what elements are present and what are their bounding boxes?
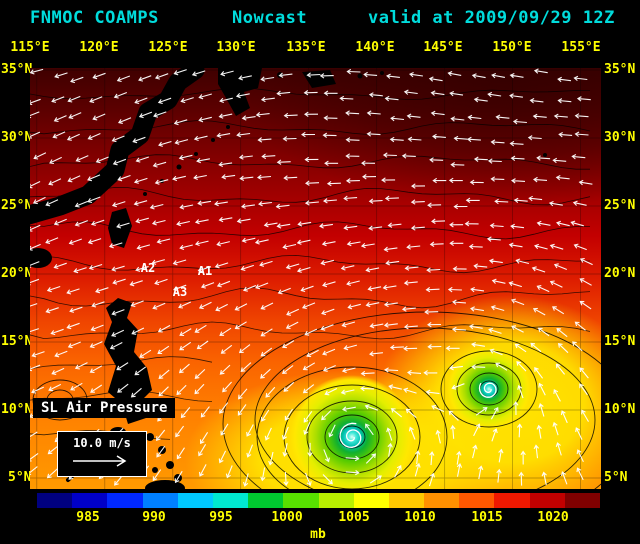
cyclone-spiral-icons	[339, 382, 497, 448]
lon-label-120e: 120°E	[79, 40, 119, 55]
lat-label-left-15n: 15°N	[1, 334, 33, 349]
product-title: Nowcast	[232, 8, 308, 28]
colorbar-segment	[72, 493, 108, 508]
colorbar-segment	[459, 493, 495, 508]
colorbar-tick-985: 985	[76, 510, 100, 525]
lon-label-135e: 135°E	[286, 40, 326, 55]
colorbar-segment	[37, 493, 73, 508]
land-coastlines	[30, 68, 547, 489]
colorbar-segment	[177, 493, 213, 508]
lat-label-right-35n: 35°N	[604, 62, 636, 77]
lon-label-115e: 115°E	[10, 40, 50, 55]
lat-label-left-35n: 35°N	[1, 62, 33, 77]
colorbar-tick-990: 990	[142, 510, 166, 525]
lat-label-left-25n: 25°N	[1, 198, 33, 213]
model-title: FNMOC COAMPS	[30, 8, 159, 28]
luzon	[104, 298, 152, 424]
lon-label-155e: 155°E	[561, 40, 601, 55]
lat-label-left-30n: 30°N	[1, 130, 33, 145]
cyclone-2	[447, 347, 531, 431]
lat-label-right-20n: 20°N	[604, 266, 636, 281]
colorbar-segment	[564, 493, 600, 508]
colorbar-segment	[494, 493, 530, 508]
cyclone-1	[290, 375, 414, 489]
pressure-field	[30, 68, 601, 489]
korea-kyushu	[218, 68, 262, 116]
colorbar-tick-1000: 1000	[271, 510, 303, 525]
lat-label-right-15n: 15°N	[604, 334, 636, 349]
colorbar-tick-1020: 1020	[537, 510, 569, 525]
lon-label-140e: 140°E	[355, 40, 395, 55]
colorbar-segment	[248, 493, 284, 508]
lat-label-right-10n: 10°N	[604, 402, 636, 417]
lon-label-130e: 130°E	[216, 40, 256, 55]
lon-label-125e: 125°E	[148, 40, 188, 55]
colorbar-tick-995: 995	[209, 510, 233, 525]
lat-label-right-30n: 30°N	[604, 130, 636, 145]
lat-label-left-20n: 20°N	[1, 266, 33, 281]
lat-label-right-25n: 25°N	[604, 198, 636, 213]
lon-label-145e: 145°E	[423, 40, 463, 55]
colorbar-segment	[388, 493, 425, 508]
colorbar-segment	[283, 493, 319, 508]
valid-time: valid at 2009/09/29 12Z	[368, 8, 615, 28]
colorbar-segment	[529, 493, 565, 508]
lon-label-150e: 150°E	[492, 40, 532, 55]
colorbar-tick-1005: 1005	[338, 510, 370, 525]
colorbar-unit: mb	[310, 527, 326, 542]
field-label: SL Air Pressure	[33, 398, 176, 418]
annotation-a1: A1	[198, 264, 212, 278]
lat-label-right-5n: 5°N	[604, 470, 628, 485]
pressure-map-plot: A1 A2 A3	[30, 68, 601, 489]
wind-scale-arrow-icon	[73, 455, 127, 467]
colorbar-segment	[318, 493, 354, 508]
pressure-colorbar	[37, 493, 600, 508]
colorbar-segment	[142, 493, 178, 508]
colorbar-segment	[353, 493, 389, 508]
wind-scale-value: 10.0 m/s	[73, 436, 131, 450]
colorbar-tick-1015: 1015	[471, 510, 503, 525]
annotation-a2: A2	[141, 261, 155, 275]
china-coast	[30, 68, 205, 225]
colorbar-segment	[107, 493, 143, 508]
lat-label-left-5n: 5°N	[8, 470, 32, 485]
annotation-a3: A3	[173, 285, 187, 299]
colorbar-tick-1010: 1010	[404, 510, 436, 525]
wind-arrows	[30, 68, 593, 487]
colorbar-segment	[424, 493, 460, 508]
wind-scale-legend: 10.0 m/s	[57, 431, 147, 477]
lat-label-left-10n: 10°N	[1, 402, 33, 417]
colorbar-segment	[212, 493, 249, 508]
